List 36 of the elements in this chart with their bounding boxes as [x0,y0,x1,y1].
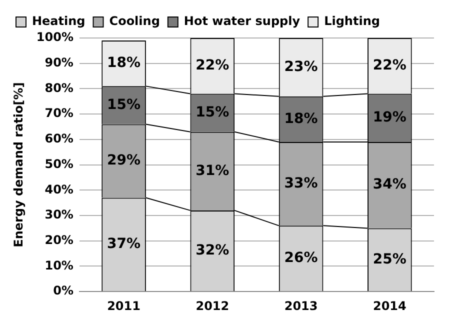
x-tick-label: 2013 [284,298,318,313]
y-tick-label: 70% [44,106,74,120]
x-tick-label: 2011 [107,298,140,313]
y-tick-label: 30% [44,208,74,222]
data-label: 26% [284,250,318,266]
legend-label: Heating [32,14,86,28]
y-tick-label: 10% [44,258,74,272]
y-tick-label: 90% [44,55,74,70]
x-tick-label: 2012 [196,298,230,313]
x-tick-label: 2014 [372,298,406,313]
data-label: 15% [107,96,141,113]
legend-label: Cooling [109,14,160,28]
y-tick-label: 60% [44,132,74,146]
data-label: 37% [107,236,141,252]
y-tick-label: 80% [44,80,74,95]
data-label: 22% [372,58,406,74]
data-label: 34% [372,176,406,193]
data-label: 19% [372,110,406,126]
y-axis-title: Energy demand ratio[%] [11,82,26,248]
data-label: 23% [284,58,318,75]
data-label: 32% [196,242,230,258]
data-label: 33% [284,175,318,192]
data-label: 25% [372,251,406,268]
y-tick-label: 100% [36,30,74,44]
legend-label: Lighting [324,14,380,28]
y-tick-label: 20% [44,233,74,248]
y-tick-label: 0% [53,284,74,298]
data-label: 29% [107,152,141,169]
data-label: 15% [196,104,230,120]
data-label: 31% [196,162,230,179]
data-label: 18% [284,110,318,127]
y-tick-label: 50% [44,156,74,171]
y-tick-label: 40% [44,182,74,196]
data-label: 18% [107,55,141,71]
legend-label: Hot water supply [184,14,300,28]
data-label: 22% [196,58,230,74]
